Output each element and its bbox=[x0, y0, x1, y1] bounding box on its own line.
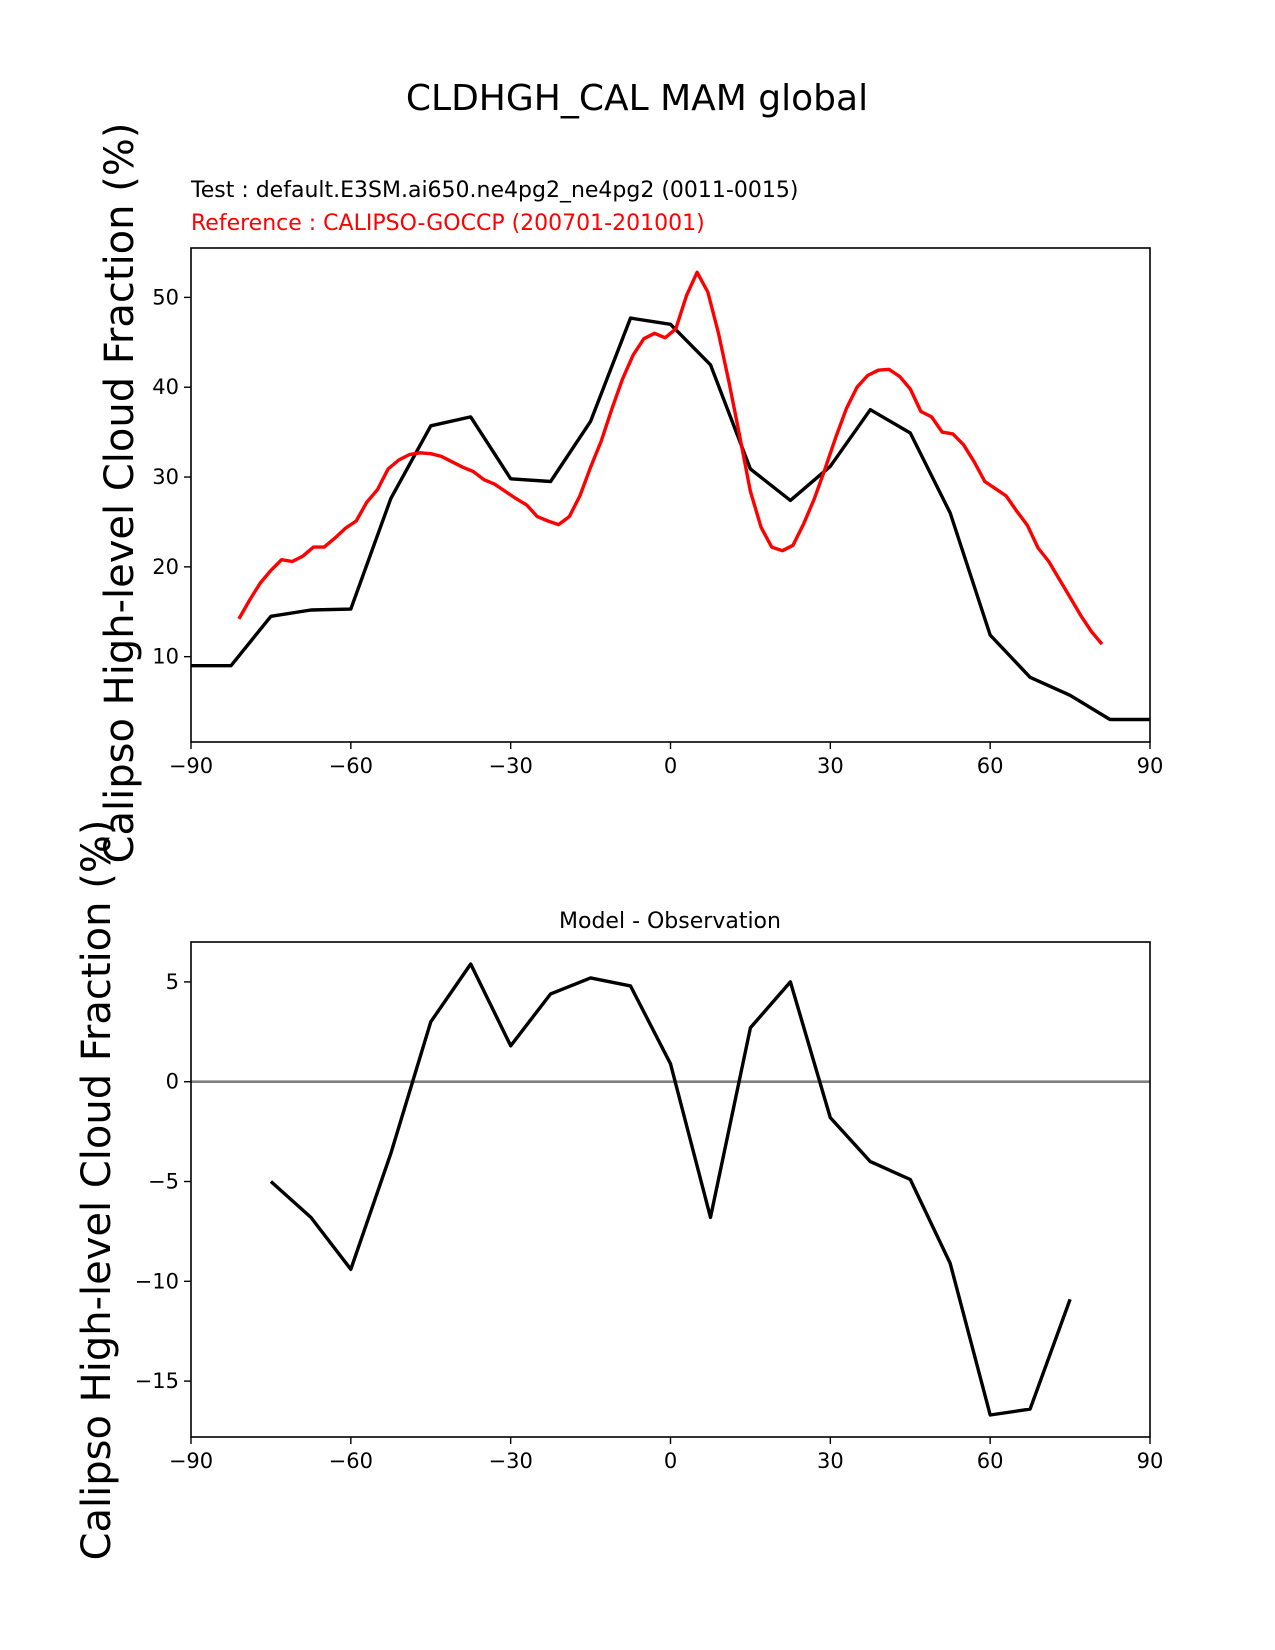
top-y-axis-label: Calipso High-level Cloud Fraction (%) bbox=[97, 123, 143, 864]
top-y-tick-label: 50 bbox=[152, 285, 179, 309]
bottom-y-tick-label: −10 bbox=[135, 1269, 179, 1293]
bottom-axes-frame bbox=[190, 941, 1151, 1438]
bottom-panel: Model - Observation Calipso High-level C… bbox=[74, 820, 1163, 1561]
bottom-x-tick-label: 30 bbox=[817, 1449, 844, 1473]
top-x-tick-label: 60 bbox=[977, 754, 1004, 778]
top-x-tick-label: 0 bbox=[664, 754, 677, 778]
top-reference-series-line bbox=[237, 270, 1104, 646]
bottom-y-tick-label: 5 bbox=[166, 970, 179, 994]
bottom-x-tick-label: 60 bbox=[977, 1449, 1004, 1473]
bottom-difference-series-line bbox=[269, 962, 1072, 1417]
top-x-tick-label: 90 bbox=[1137, 754, 1164, 778]
top-y-tick-label: 30 bbox=[152, 465, 179, 489]
top-x-tick-label: −60 bbox=[329, 754, 373, 778]
reference-label: Reference : CALIPSO-GOCCP (200701-201001… bbox=[191, 211, 705, 236]
figure-title: CLDHGH_CAL MAM global bbox=[406, 78, 868, 119]
top-test-series-line bbox=[191, 316, 1150, 722]
top-x-tick-label: −90 bbox=[169, 754, 213, 778]
top-y-tick-label: 20 bbox=[152, 555, 179, 579]
bottom-y-tick-label: −5 bbox=[148, 1170, 179, 1194]
top-axes-frame bbox=[190, 247, 1151, 743]
bottom-y-tick-label: −15 bbox=[135, 1369, 179, 1393]
bottom-x-tick-label: 0 bbox=[664, 1449, 677, 1473]
test-label: Test : default.E3SM.ai650.ne4pg2_ne4pg2 … bbox=[190, 178, 798, 203]
top-x-tick-label: 30 bbox=[817, 754, 844, 778]
bottom-y-tick-label: 0 bbox=[166, 1070, 179, 1094]
bottom-panel-title: Model - Observation bbox=[559, 909, 781, 934]
bottom-x-tick-label: −30 bbox=[489, 1449, 533, 1473]
top-plot-area: −90 −60 −30 0 30 60 90 10 20 30 40 50 bbox=[152, 270, 1164, 778]
top-y-tick-label: 40 bbox=[152, 375, 179, 399]
top-y-tick-label: 10 bbox=[152, 645, 179, 669]
bottom-y-axis-label: Calipso High-level Cloud Fraction (%) bbox=[74, 820, 120, 1561]
top-panel: Test : default.E3SM.ai650.ne4pg2_ne4pg2 … bbox=[97, 123, 1163, 864]
bottom-x-tick-label: −60 bbox=[329, 1449, 373, 1473]
bottom-x-tick-label: 90 bbox=[1137, 1449, 1164, 1473]
top-x-tick-label: −30 bbox=[489, 754, 533, 778]
bottom-x-tick-label: −90 bbox=[169, 1449, 213, 1473]
bottom-plot-area: −90 −60 −30 0 30 60 90 5 0 −5 −10 −15 bbox=[135, 962, 1164, 1473]
